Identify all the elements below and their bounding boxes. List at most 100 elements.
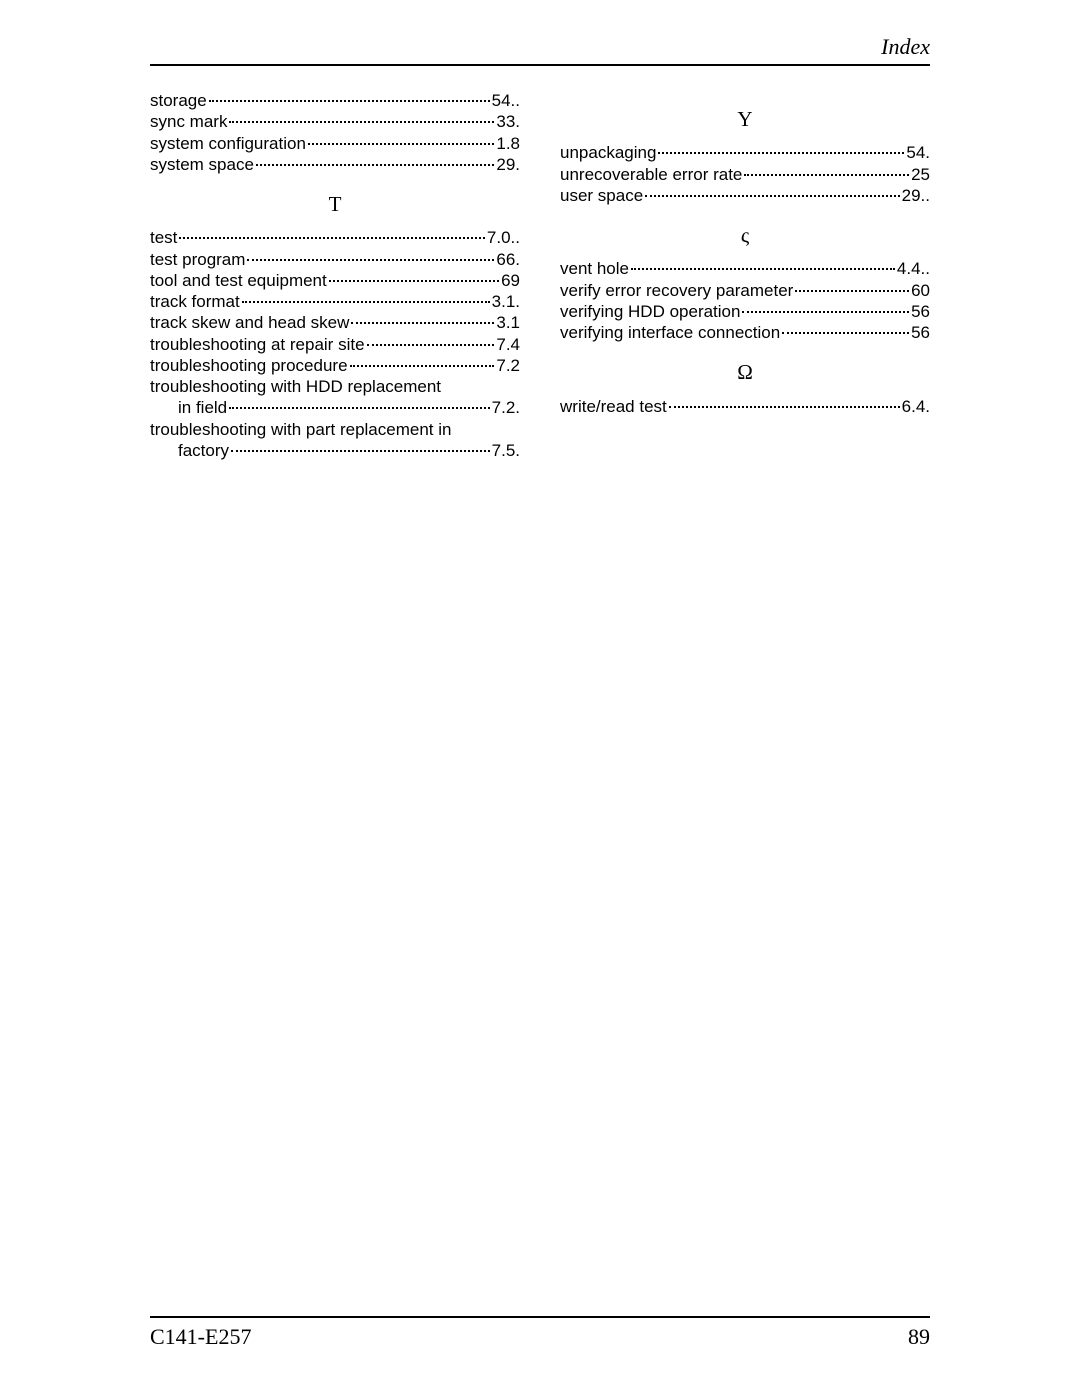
left-column: storage54..sync mark33.system configurat… <box>150 90 520 1316</box>
index-entry-term: unpackaging <box>560 142 656 163</box>
index-entry-continuation: in field 7.2. <box>150 397 520 418</box>
index-section-letter: Y <box>560 106 930 132</box>
index-entry-page: 60 <box>911 280 930 301</box>
index-entry-leader <box>350 365 495 367</box>
index-entry-term: troubleshooting with part replacement in <box>150 419 451 440</box>
index-entry-leader <box>209 100 490 102</box>
index-entry-leader <box>744 174 909 176</box>
index-entry-page: 3.1 <box>496 312 520 333</box>
index-entry-page: 7.2 <box>496 355 520 376</box>
index-entry-leader <box>645 195 899 197</box>
index-entry-leader <box>247 259 494 261</box>
index-entry-leader <box>231 450 490 452</box>
index-entry-page: 3.1. <box>492 291 520 312</box>
index-entry-term: verifying interface connection <box>560 322 780 343</box>
index-entry: test program 66. <box>150 249 520 270</box>
index-entry-page: 7.4 <box>496 334 520 355</box>
index-entry-page: 6.4. <box>902 396 930 417</box>
index-entry-term: verifying HDD operation <box>560 301 740 322</box>
index-entry: track skew and head skew 3.1 <box>150 312 520 333</box>
index-entry: system space 29. <box>150 154 520 175</box>
index-entry: write/read test 6.4. <box>560 396 930 417</box>
index-entry-leader <box>795 290 909 292</box>
index-entry: verifying HDD operation 56 <box>560 301 930 322</box>
index-entry: test 7.0.. <box>150 227 520 248</box>
index-entry-term: sync mark <box>150 111 227 132</box>
index-entry: unpackaging 54. <box>560 142 930 163</box>
index-entry-page: 7.2. <box>492 397 520 418</box>
index-entry-leader <box>631 268 895 270</box>
index-columns: storage54..sync mark33.system configurat… <box>150 66 930 1316</box>
footer: C141-E257 89 <box>150 1316 930 1350</box>
index-entry-page: 66. <box>496 249 520 270</box>
index-entry-page: 56 <box>911 322 930 343</box>
index-entry-term: vent hole <box>560 258 629 279</box>
index-entry-term: tool and test equipment <box>150 270 327 291</box>
index-entry: user space 29.. <box>560 185 930 206</box>
index-entry-leader <box>308 143 494 145</box>
page: Index storage54..sync mark33.system conf… <box>150 30 930 1350</box>
index-entry-term: troubleshooting with HDD replacement <box>150 376 441 397</box>
index-entry-leader <box>658 152 904 154</box>
index-entry-leader <box>329 280 499 282</box>
index-entry-leader <box>229 407 490 409</box>
header-title: Index <box>881 34 930 60</box>
index-entry-term: troubleshooting at repair site <box>150 334 365 355</box>
index-entry-leader <box>256 164 494 166</box>
index-entry-term: test <box>150 227 177 248</box>
index-entry: verifying interface connection 56 <box>560 322 930 343</box>
index-entry-page: 33. <box>496 111 520 132</box>
index-entry-cont-term: factory <box>178 440 229 461</box>
index-entry: storage 54.. <box>150 90 520 111</box>
doc-id: C141-E257 <box>150 1324 251 1350</box>
index-entry: tool and test equipment 69 <box>150 270 520 291</box>
index-entry-cont-term: in field <box>178 397 227 418</box>
index-entry: troubleshooting with HDD replacement <box>150 376 520 397</box>
index-entry: vent hole 4.4.. <box>560 258 930 279</box>
index-entry-page: 69 <box>501 270 520 291</box>
index-entry-term: verify error recovery parameter <box>560 280 793 301</box>
page-number: 89 <box>908 1324 930 1350</box>
right-column: Yunpackaging 54. unrecoverable error rate 2… <box>560 90 930 1316</box>
header: Index <box>150 30 930 66</box>
index-entry-leader <box>742 311 909 313</box>
index-section-letter: ς <box>560 222 930 248</box>
index-entry-leader <box>351 322 494 324</box>
index-entry-leader <box>782 332 909 334</box>
index-entry-leader <box>669 406 900 408</box>
index-entry-term: system configuration <box>150 133 306 154</box>
index-entry: troubleshooting with part replacement in <box>150 419 520 440</box>
index-entry-leader <box>179 237 485 239</box>
index-entry-leader <box>242 301 490 303</box>
index-entry-page: 54. <box>906 142 930 163</box>
index-entry-page: 1.8 <box>496 133 520 154</box>
index-entry-term: troubleshooting procedure <box>150 355 348 376</box>
index-entry-term: write/read test <box>560 396 667 417</box>
index-entry-term: user space <box>560 185 643 206</box>
index-entry-page: 25 <box>911 164 930 185</box>
index-entry: track format 3.1. <box>150 291 520 312</box>
index-entry: sync mark 33. <box>150 111 520 132</box>
index-entry-term: test program <box>150 249 245 270</box>
index-entry: troubleshooting at repair site 7.4 <box>150 334 520 355</box>
index-entry: troubleshooting procedure 7.2 <box>150 355 520 376</box>
index-entry-page: 56 <box>911 301 930 322</box>
index-section-letter: Ω <box>560 359 930 385</box>
index-entry-leader <box>229 121 494 123</box>
index-entry-leader <box>367 344 495 346</box>
index-entry: system configuration 1.8 <box>150 133 520 154</box>
index-entry-page: 7.5. <box>492 440 520 461</box>
index-entry-term: system space <box>150 154 254 175</box>
index-entry-term: track format <box>150 291 240 312</box>
index-entry-page: 7.0.. <box>487 227 520 248</box>
index-entry-page: 4.4.. <box>897 258 930 279</box>
index-entry-continuation: factory 7.5. <box>150 440 520 461</box>
index-entry-term: storage <box>150 90 207 111</box>
index-entry-page: 54.. <box>492 90 520 111</box>
index-entry-term: track skew and head skew <box>150 312 349 333</box>
index-section-letter: T <box>150 191 520 217</box>
index-entry: unrecoverable error rate 25 <box>560 164 930 185</box>
index-entry-term: unrecoverable error rate <box>560 164 742 185</box>
index-entry-page: 29. <box>496 154 520 175</box>
index-entry-page: 29.. <box>902 185 930 206</box>
